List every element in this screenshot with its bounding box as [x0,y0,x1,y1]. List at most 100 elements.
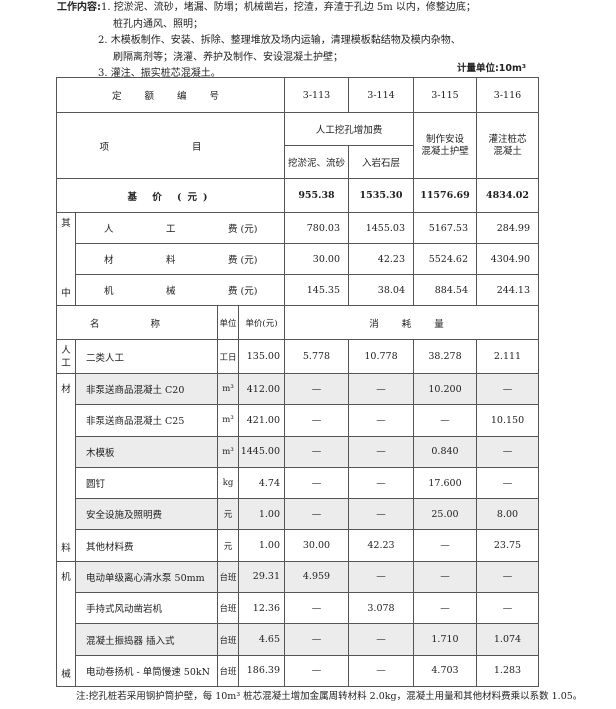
cost-value: 4304.90 [476,243,539,275]
consumption-value: 38.278 [413,339,477,374]
cost-value: 5167.53 [413,212,477,244]
consumption-value: 42.23 [348,529,414,562]
resource-price: 4.65 [238,623,285,656]
consumption-value: 8.00 [476,498,539,531]
consumption-value: — [476,435,539,468]
group-side-label: 机械 [56,560,76,687]
consumption-value: — [348,654,414,687]
consumption-value: 1.710 [413,623,477,656]
consumption-value: — [476,592,539,625]
group-header: 人工挖孔增加费 [284,112,414,146]
resource-row: 电动卷扬机 - 单筒慢速 50kN 台班 186.39— —4.703 1.283 [57,654,539,687]
resource-name: 二类人工 [75,339,218,374]
cost-label: 机 械 费 (元) [75,274,285,306]
work-content-line: 3. 灌注、振实桩芯混凝土。 [98,68,221,79]
cost-value: 244.13 [476,274,539,306]
side-char: 材 [61,384,71,395]
resource-name: 其他材料费 [75,529,218,562]
resource-name: 安全设施及照明费 [75,498,218,531]
resource-price: 4.74 [238,466,285,500]
consumption-value: — [284,404,349,437]
of-which-char: 中 [61,288,71,299]
quota-no: 3-116 [476,77,539,113]
col3-header: 制作安设 混凝土护壁 [413,112,477,179]
resource-price: 421.00 [238,404,285,437]
resource-name: 电动单级离心清水泵 50mm [75,560,218,594]
consumption-value: — [348,435,414,468]
cost-label: 材 料 费 (元) [75,243,285,275]
group-side-label: 材料 [56,373,76,562]
cost-label-char: 工 [166,224,176,235]
side-char: 工 [61,358,71,369]
cost-label-char: 料 [166,255,176,266]
cost-label-char: 材 [104,255,114,266]
resource-row: 材料非泵送商品混凝土 C20 m³ 412.00— —10.200— [56,372,539,562]
resource-name: 圆钉 [75,466,218,500]
resource-unit: m³ [217,404,239,437]
resource-price: 135.00 [238,339,285,374]
resource-unit: m³ [217,435,239,468]
col4-header: 灌注桩芯 混凝土 [476,112,539,179]
sub-header: 入岩石层 [348,145,414,179]
of-which-char: 其 [61,218,71,229]
resource-unit: 元 [217,529,239,562]
quota-no-label: 定 额 编 号 [56,77,285,113]
consumption-value: — [476,560,539,594]
consumption-value: 10.778 [348,339,414,374]
base-price: 1535.30 [348,178,414,213]
quota-no: 3-114 [348,77,414,113]
consumption-value: 1.074 [476,623,539,656]
resource-unit: kg [217,466,239,500]
resource-row: 非泵送商品混凝土 C25 m³ 421.00— — —10.150 [57,404,539,437]
resource-name: 非泵送商品混凝土 C20 [75,372,218,406]
base-price: 955.38 [284,178,349,213]
side-char: 人 [61,345,71,356]
resource-price: 1445.00 [238,435,285,468]
side-char: 械 [61,668,71,680]
cost-value: 1455.03 [348,212,414,244]
resource-unit: 台班 [217,654,239,687]
resource-name: 电动卷扬机 - 单筒慢速 50kN [75,654,218,687]
consumption-value: — [476,466,539,500]
resource-row: 混凝土振捣器 插入式 台班 4.65— —1.710 1.074 [57,623,539,656]
consumption-value: 2.111 [476,339,539,374]
unit-header: 单位 [217,305,239,340]
consumption-value: — [413,560,477,594]
cost-row: 材 料 费 (元) 30.00 42.23 5524.62 4304.90 [57,243,539,275]
resource-price: 1.00 [238,529,285,562]
quota-table: 定 额 编 号 3-113 3-114 3-115 3-116 项 目 人工挖孔… [56,77,539,687]
work-content-label: 工作内容: [57,2,101,13]
consumption-value: — [284,498,349,531]
consumption-value: 10.150 [476,404,539,437]
consumption-value: 1.283 [476,654,539,687]
work-content-line: 刷隔离剂等；浇灌、养护及制作、安设混凝土护壁； [113,51,343,63]
resource-row: 木模板 m³ 1445.00— —0.840— [57,435,539,468]
consumption-value: — [284,592,349,625]
consumption-value: — [476,372,539,406]
name-header: 名 称 [56,305,218,340]
resource-row: 人工二类人工 工日 135.00 5.778 10.778 38.278 2.111 [56,339,539,374]
consumption-value: — [348,560,414,594]
work-content-line: 2. 木模板制作、安装、拆除、整理堆放及场内运输，清理模板黏结物及模内杂物、 [98,35,461,46]
cost-label: 人 工 费 (元) [75,212,285,244]
resource-price: 1.00 [238,498,285,531]
consumption-value: — [284,435,349,468]
consumption-value: 4.703 [413,654,477,687]
side-char: 料 [61,543,71,554]
cost-label-char: 机 [104,286,114,297]
cost-label-suffix: 费 (元) [228,286,258,297]
resource-name: 非泵送商品混凝土 C25 [75,404,218,437]
base-price-label: 基 价 (元) [56,178,285,213]
consumption-value: — [348,404,414,437]
resource-name: 混凝土振捣器 插入式 [75,623,218,656]
cost-label-suffix: 费 (元) [228,255,258,266]
consumption-value: — [348,372,414,406]
consumption-value: — [284,372,349,406]
consumption-value: 5.778 [284,339,349,374]
resource-row: 手持式风动凿岩机 台班 12.36—3.078— — [57,592,539,625]
cost-value: 284.99 [476,212,539,244]
item-label: 项 目 [56,112,285,179]
consumption-header: 消 耗 量 [284,305,539,340]
work-content-line: 1. 挖淤泥、流砂，堵漏、防塌；机械凿岩，挖渣，弃渣于孔边 5m 以内，修整边底… [101,2,476,13]
cost-value: 42.23 [348,243,414,275]
